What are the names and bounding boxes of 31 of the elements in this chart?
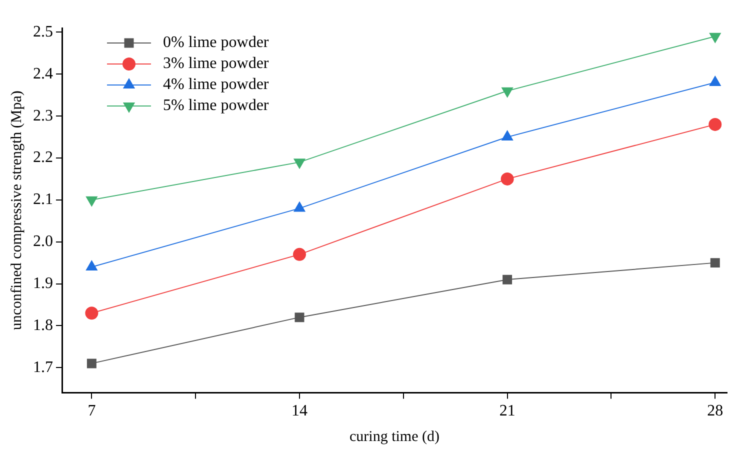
y-axis-title: unconfined compressive strength (Mpa) <box>8 90 25 330</box>
y-tick-label: 2.3 <box>33 107 53 124</box>
y-tick-label: 1.9 <box>33 274 53 292</box>
x-axis-title: curing time (d) <box>350 428 440 445</box>
legend-label: 3% lime powder <box>163 55 270 72</box>
x-tick-label: 21 <box>499 402 516 420</box>
y-tick-label: 1.8 <box>33 316 53 334</box>
point <box>710 258 720 268</box>
point <box>708 118 722 131</box>
point <box>86 260 98 271</box>
x-tick-label: 7 <box>88 402 96 420</box>
y-tick-label: 1.7 <box>33 358 53 376</box>
point <box>709 76 721 86</box>
point <box>85 306 98 320</box>
y-tick-label: 2.1 <box>33 191 53 208</box>
y-tick-label: 2.2 <box>33 149 53 166</box>
point <box>502 274 512 284</box>
point <box>293 248 306 261</box>
point <box>86 358 96 368</box>
legend-label: 5% lime powder <box>163 97 270 114</box>
x-tick-label: 14 <box>292 402 308 420</box>
y-tick-label: 2.0 <box>33 233 53 250</box>
legend-label: 0% lime powder <box>163 34 270 52</box>
point <box>500 172 514 186</box>
y-tick-label: 2.4 <box>33 65 53 82</box>
x-tick-label: 28 <box>707 402 724 420</box>
point <box>294 202 306 212</box>
point <box>294 312 304 322</box>
legend-label: 4% lime powder <box>163 76 270 94</box>
point <box>502 130 514 141</box>
y-tick-label: 2.5 <box>33 23 53 40</box>
